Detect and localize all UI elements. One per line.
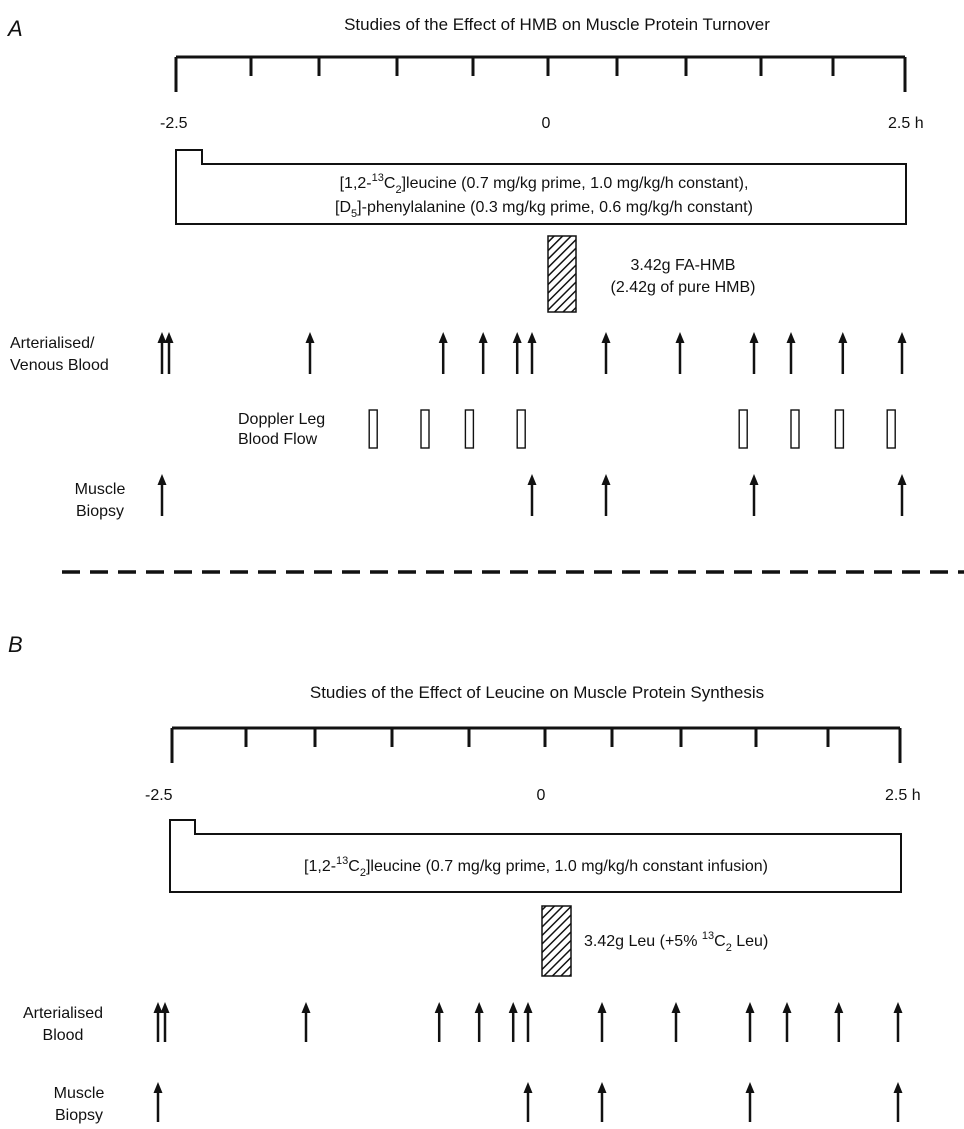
arrow-up-icon — [508, 1002, 518, 1013]
arrow-up-icon — [601, 332, 611, 343]
arrow-up-icon — [164, 332, 174, 343]
panel-a-title: Studies of the Effect of HMB on Muscle P… — [344, 15, 770, 34]
arrow-up-icon — [438, 332, 448, 343]
panel-letter-b: B — [8, 632, 23, 657]
infusion-text-line-1: [1,2-13C2]leucine (0.7 mg/kg prime, 1.0 … — [304, 855, 768, 879]
arrow-up-icon — [157, 474, 167, 485]
arrow-up-icon — [786, 332, 796, 343]
axis-label-end: 2.5 h — [888, 115, 924, 132]
panel-letter-a: A — [6, 16, 23, 41]
arrow-up-icon — [749, 332, 759, 343]
arrow-up-icon — [675, 332, 685, 343]
infusion-box — [169, 819, 902, 893]
doppler-marker — [368, 409, 378, 449]
arrow-up-icon — [893, 1002, 903, 1013]
arrow-up-icon — [782, 1002, 792, 1013]
arrow-up-icon — [153, 1082, 163, 1093]
axis-label-start: -2.5 — [145, 787, 173, 804]
arrow-up-icon — [897, 474, 907, 485]
blood-label-line-1: Arterialised/ — [10, 335, 95, 352]
arrow-up-icon — [523, 1002, 533, 1013]
doppler-label-line-2: Blood Flow — [238, 431, 318, 448]
arrow-up-icon — [527, 474, 537, 485]
axis-label-zero: 0 — [542, 115, 551, 132]
bolus-label-line-1: 3.42g FA-HMB — [631, 257, 736, 274]
arrow-up-icon — [512, 332, 522, 343]
arrow-up-icon — [523, 1082, 533, 1093]
arrow-up-icon — [478, 332, 488, 343]
blood-sample-arrows — [157, 332, 907, 374]
panel-b-title: Studies of the Effect of Leucine on Musc… — [310, 683, 764, 702]
infusion-text-line-2: [D5]-phenylalanine (0.3 mg/kg prime, 0.6… — [335, 199, 753, 220]
doppler-marker — [834, 409, 845, 449]
arrow-up-icon — [597, 1082, 607, 1093]
arrow-up-icon — [838, 332, 848, 343]
doppler-label-line-1: Doppler Leg — [238, 411, 325, 428]
panel-a-timeline: -2.5 0 2.5 h — [160, 55, 924, 132]
doppler-marker — [420, 409, 430, 449]
arrow-up-icon — [434, 1002, 444, 1013]
arrow-up-icon — [301, 1002, 311, 1013]
arrow-up-icon — [601, 474, 611, 485]
arrow-up-icon — [153, 1002, 163, 1013]
arrow-up-icon — [671, 1002, 681, 1013]
biopsy-label-line-2: Biopsy — [55, 1107, 103, 1124]
arrow-up-icon — [160, 1002, 170, 1013]
doppler-markers — [368, 409, 896, 449]
biopsy-label-line-1: Muscle — [75, 481, 126, 498]
doppler-marker — [790, 409, 800, 449]
arrow-up-icon — [834, 1002, 844, 1013]
biopsy-label-line-2: Biopsy — [76, 503, 124, 520]
arrow-up-icon — [527, 332, 537, 343]
panel-a: A Studies of the Effect of HMB on Muscle… — [6, 15, 924, 520]
arrow-up-icon — [749, 474, 759, 485]
blood-label-line-2: Blood — [43, 1027, 84, 1044]
arrow-up-icon — [893, 1082, 903, 1093]
blood-label-line-2: Venous Blood — [10, 357, 109, 374]
arrow-up-icon — [305, 332, 315, 343]
blood-label-line-1: Arterialised — [23, 1005, 103, 1022]
doppler-marker — [886, 409, 896, 449]
biopsy-arrows — [153, 1082, 903, 1122]
arrow-up-icon — [745, 1082, 755, 1093]
panel-b-timeline: -2.5 0 2.5 h — [145, 726, 921, 804]
bolus-bar — [547, 235, 577, 313]
doppler-marker — [464, 409, 475, 449]
axis-label-end: 2.5 h — [885, 787, 921, 804]
doppler-marker — [516, 409, 526, 449]
panel-b: B Studies of the Effect of Leucine on Mu… — [8, 632, 921, 1124]
axis-label-start: -2.5 — [160, 115, 188, 132]
arrow-up-icon — [474, 1002, 484, 1013]
arrow-up-icon — [597, 1002, 607, 1013]
arrow-up-icon — [745, 1002, 755, 1013]
axis-label-zero: 0 — [537, 787, 546, 804]
bolus-label-line-2: (2.42g of pure HMB) — [611, 279, 756, 296]
bolus-label: 3.42g Leu (+5% 13C2 Leu) — [584, 930, 768, 954]
infusion-text-line-1: [1,2-13C2]leucine (0.7 mg/kg prime, 1.0 … — [340, 172, 749, 196]
arrow-up-icon — [897, 332, 907, 343]
arrow-up-icon — [157, 332, 167, 343]
bolus-bar — [541, 905, 572, 977]
infusion-box — [175, 149, 907, 225]
biopsy-arrows — [157, 474, 907, 516]
blood-sample-arrows — [153, 1002, 903, 1042]
biopsy-label-line-1: Muscle — [54, 1085, 105, 1102]
doppler-marker — [738, 409, 748, 449]
